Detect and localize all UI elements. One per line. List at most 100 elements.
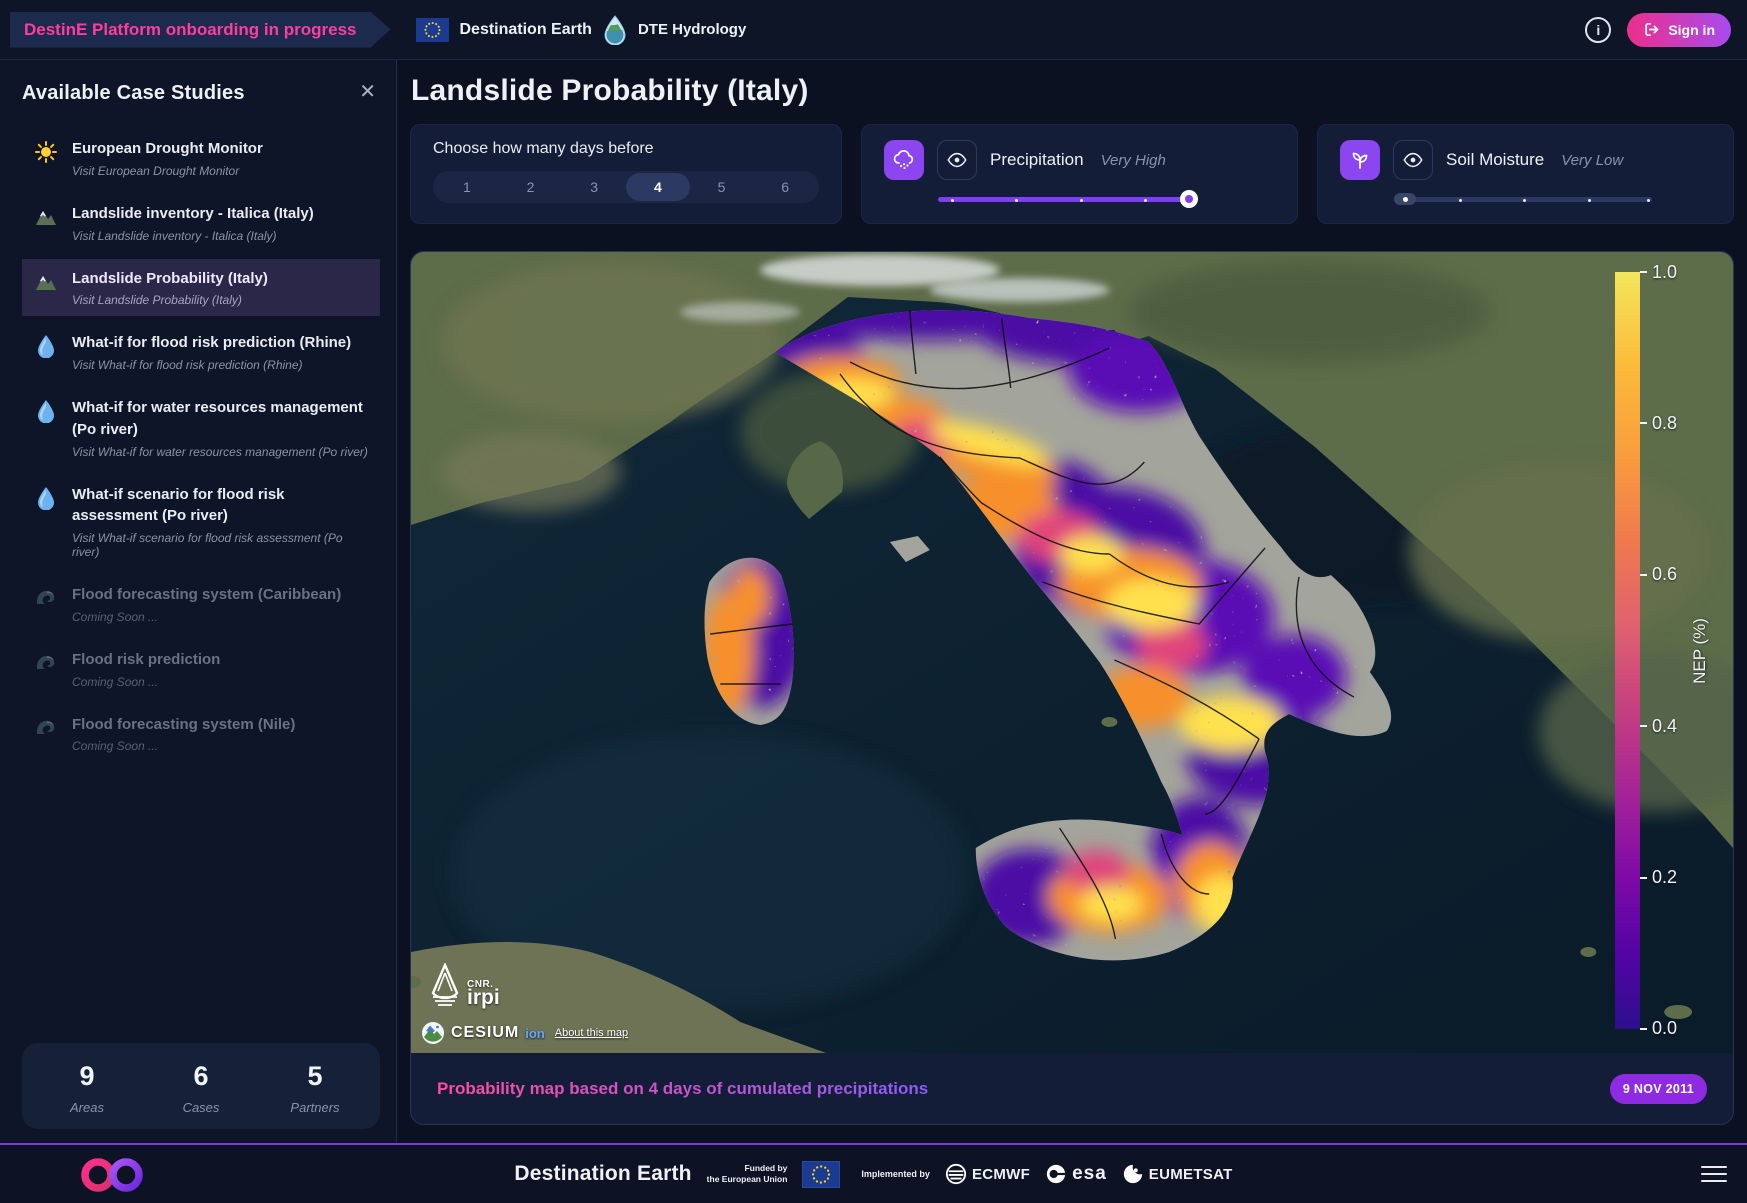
- colorbar-gradient: [1615, 272, 1640, 1029]
- precipitation-visibility-toggle[interactable]: [937, 140, 977, 180]
- mountain-icon: [36, 210, 56, 225]
- map-viewport[interactable]: 1.0 0.8 0.6 0.4 0.2 0.0 NEP (%): [411, 252, 1733, 1053]
- case-item-flood-risk-prediction[interactable]: Flood risk prediction Coming Soon ...: [22, 640, 380, 698]
- case-subtitle: Visit European Drought Monitor: [72, 163, 240, 178]
- sprout-icon: [1352, 152, 1368, 169]
- mountain-icon: [36, 275, 56, 290]
- onboarding-banner: DestinE Platform onboarding in progress: [10, 12, 390, 48]
- day-option-1[interactable]: 1: [462, 179, 471, 195]
- main-content: Landslide Probability (Italy) Choose how…: [397, 60, 1747, 1143]
- day-option-5[interactable]: 5: [717, 179, 726, 195]
- case-studies-sidebar: Available Case Studies ✕ European Drough…: [0, 60, 397, 1143]
- map-caption-bar: Probability map based on 4 days of cumul…: [411, 1053, 1733, 1124]
- case-title: European Drought Monitor: [72, 140, 263, 157]
- case-subtitle: Visit What-if for water resources manage…: [72, 444, 368, 459]
- map-date-badge: 9 NOV 2011: [1609, 1073, 1707, 1104]
- close-icon[interactable]: ✕: [359, 81, 376, 103]
- day-option-4[interactable]: 4: [626, 173, 690, 201]
- stat-value: 5: [307, 1061, 323, 1091]
- topbar-right: i Sign in: [1585, 12, 1731, 47]
- sidebar-header: Available Case Studies ✕: [22, 82, 380, 105]
- stats-box: 9 Areas 6 Cases 5 Partners: [22, 1043, 380, 1129]
- day-option-3[interactable]: 3: [590, 179, 599, 195]
- soil-moisture-slider[interactable]: [1394, 190, 1652, 208]
- precipitation-layer-button[interactable]: [884, 140, 924, 180]
- stat-label: Cases: [182, 1100, 220, 1115]
- colorbar-tick: 0.4: [1640, 715, 1677, 737]
- colorbar-axis-label: NEP (%): [1690, 617, 1710, 684]
- case-item-landslide-inventory[interactable]: Landslide inventory - Italica (Italy) Vi…: [22, 194, 380, 252]
- day-option-6[interactable]: 6: [781, 179, 790, 195]
- droplet-icon: [38, 335, 54, 359]
- case-item-flood-nile[interactable]: Flood forecasting system (Nile) Coming S…: [22, 705, 380, 763]
- case-title: Flood risk prediction: [72, 650, 221, 668]
- esa-icon: [1046, 1164, 1066, 1184]
- controls-row: Choose how many days before 1 2 3 4 5 6: [410, 124, 1734, 224]
- case-item-landslide-probability[interactable]: Landslide Probability (Italy) Visit Land…: [22, 258, 380, 317]
- days-before-label: Choose how many days before: [433, 140, 654, 157]
- case-item-european-drought-monitor[interactable]: European Drought Monitor Visit European …: [22, 129, 380, 187]
- soil-moisture-visibility-toggle[interactable]: [1393, 140, 1433, 180]
- sun-icon: [35, 141, 57, 163]
- eumetsat-label: EUMETSAT: [1148, 1165, 1233, 1183]
- case-subtitle: Coming Soon ...: [72, 674, 159, 689]
- map-caption: Probability map based on 4 days of cumul…: [437, 1078, 929, 1098]
- stat-partners: 5 Partners: [258, 1061, 372, 1115]
- stat-cases: 6 Cases: [144, 1061, 258, 1115]
- ecmwf-label: ECMWF: [971, 1165, 1031, 1183]
- cnr-irpi-logo: CNR. irpi: [425, 963, 500, 1010]
- days-segmented-control: 1 2 3 4 5 6: [433, 171, 819, 203]
- soil-moisture-value: Very Low: [1561, 151, 1624, 169]
- destine-infinity-logo: [81, 1158, 143, 1192]
- footer-center: Destination Earth Funded by the European…: [514, 1160, 1233, 1188]
- cesium-logo-icon: [422, 1022, 444, 1044]
- brand-dte-hydrology: DTE Hydrology: [637, 21, 747, 38]
- funded-by-label: Funded by the European Union: [706, 1162, 788, 1184]
- eu-flag-icon: [416, 17, 450, 42]
- stat-label: Areas: [70, 1100, 104, 1115]
- irpi-label: irpi: [467, 986, 500, 1010]
- login-icon: [1645, 22, 1659, 37]
- soil-moisture-slider-handle[interactable]: [1394, 193, 1416, 205]
- case-item-flood-caribbean[interactable]: Flood forecasting system (Caribbean) Com…: [22, 575, 380, 633]
- case-item-water-resources-po[interactable]: What-if for water resources management (…: [22, 388, 380, 468]
- droplet-icon: [38, 486, 54, 510]
- case-title: Landslide Probability (Italy): [72, 269, 268, 287]
- case-title: Flood forecasting system (Caribbean): [72, 586, 342, 603]
- soil-moisture-card: Soil Moisture Very Low: [1317, 124, 1734, 224]
- cnr-label: CNR.: [467, 979, 494, 991]
- implemented-by-label: Implemented by: [861, 1169, 930, 1179]
- case-subtitle: Coming Soon ...: [72, 609, 159, 624]
- menu-icon[interactable]: [1701, 1166, 1727, 1187]
- case-study-list: European Drought Monitor Visit European …: [22, 129, 380, 762]
- cloud-rain-icon: [893, 150, 914, 170]
- top-bar: DestinE Platform onboarding in progress …: [0, 0, 1747, 60]
- stat-value: 6: [193, 1061, 209, 1091]
- case-subtitle: Visit Landslide inventory - Italica (Ita…: [72, 228, 277, 243]
- case-title: Flood forecasting system (Nile): [72, 715, 296, 733]
- precipitation-slider[interactable]: [938, 190, 1198, 208]
- case-item-flood-risk-rhine[interactable]: What-if for flood risk prediction (Rhine…: [22, 323, 380, 381]
- case-subtitle: Visit Landslide Probability (Italy): [72, 293, 242, 308]
- soil-moisture-layer-button[interactable]: [1340, 140, 1380, 180]
- colorbar-tick: 0.0: [1640, 1018, 1677, 1040]
- info-icon[interactable]: i: [1585, 16, 1612, 43]
- stat-label: Partners: [290, 1100, 340, 1115]
- eye-icon: [1403, 152, 1423, 168]
- cesium-ion-label: ion: [525, 1025, 545, 1041]
- case-item-flood-assessment-po[interactable]: What-if scenario for flood risk assessme…: [22, 475, 380, 569]
- case-title: What-if for water resources management (…: [72, 399, 363, 438]
- case-subtitle: Visit What-if scenario for flood risk as…: [72, 531, 343, 559]
- cesium-wordmark: CESIUM: [451, 1024, 520, 1041]
- sign-in-button[interactable]: Sign in: [1627, 12, 1731, 47]
- colorbar-tick: 0.8: [1640, 412, 1677, 434]
- precipitation-slider-handle[interactable]: [1180, 190, 1198, 208]
- dte-hydrology-logo: [604, 14, 626, 45]
- droplet-icon: [38, 400, 54, 423]
- sign-in-label: Sign in: [1668, 21, 1715, 38]
- about-this-map-link[interactable]: About this map: [554, 1027, 629, 1039]
- ecmwf-icon: [945, 1163, 967, 1185]
- eumetsat-icon: [1123, 1164, 1142, 1184]
- day-option-2[interactable]: 2: [526, 179, 535, 195]
- precipitation-value: Very High: [1100, 151, 1166, 169]
